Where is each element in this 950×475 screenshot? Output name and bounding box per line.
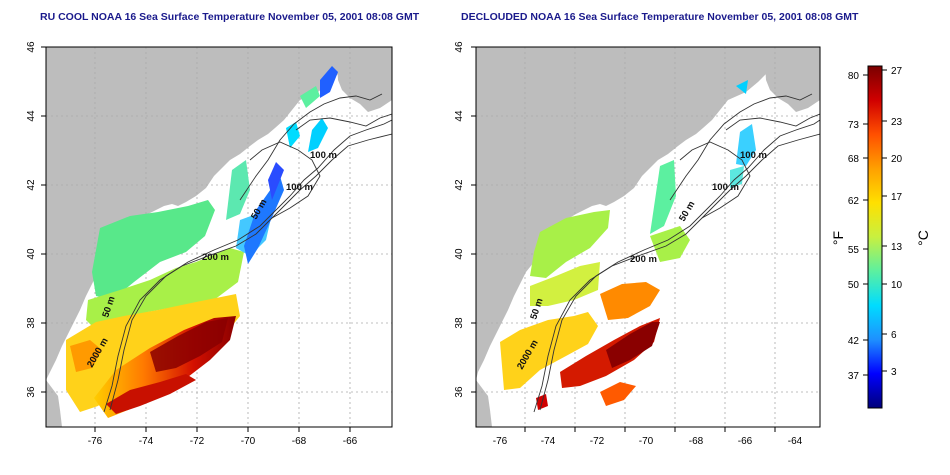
celsius-tick: 20: [891, 154, 903, 165]
y-tick-label: 44: [26, 110, 37, 122]
x-tick-label: -64: [788, 436, 803, 447]
x-tick-label: -74: [541, 436, 556, 447]
x-tick-label: -70: [241, 436, 256, 447]
land-mass: [46, 47, 392, 380]
bathymetry-contours-left: [103, 93, 392, 413]
x-tick-label: -70: [639, 436, 654, 447]
fahrenheit-tick: 50: [848, 280, 860, 291]
right-panel-title: DECLOUDED NOAA 16 Sea Surface Temperatur…: [461, 11, 859, 23]
fahrenheit-tick: 80: [848, 71, 860, 82]
colorbar-gradient: [867, 65, 883, 409]
x-tick-label: -66: [738, 436, 753, 447]
celsius-unit-label: °C: [915, 230, 931, 246]
right-map-panel: 100 m 100 m 50 m 200 m 50 m 2000 m -76 -…: [454, 41, 821, 447]
x-tick-label: -66: [343, 436, 358, 447]
celsius-tick: 27: [891, 66, 903, 77]
contour-label-100m-b: 100 m: [286, 182, 313, 193]
celsius-tick: 6: [891, 330, 897, 341]
celsius-tick: 23: [891, 117, 903, 128]
land-mass: [476, 47, 820, 380]
temperature-colorbar: 80 73 68 62 55 50 42 37 27 23 20 17 13 1…: [830, 65, 931, 409]
y-tick-label: 36: [454, 386, 465, 398]
fahrenheit-tick: 62: [848, 196, 860, 207]
y-tick-label: 44: [454, 110, 465, 122]
contour-label-100m-b: 100 m: [712, 182, 739, 193]
y-tick-label: 36: [26, 386, 37, 398]
celsius-tick: 13: [891, 242, 903, 253]
y-tick-label: 46: [454, 41, 465, 53]
left-map-frame: [45, 46, 393, 428]
x-tick-label: -72: [190, 436, 205, 447]
contour-label-200m: 200 m: [630, 254, 657, 265]
sst-data-left: [66, 66, 338, 418]
fahrenheit-tick: 68: [848, 154, 860, 165]
y-tick-label: 42: [26, 179, 37, 191]
contour-label-100m-a: 100 m: [740, 150, 767, 161]
bathymetry-contours-right: [533, 93, 820, 413]
y-tick-label: 40: [26, 248, 37, 260]
x-tick-label: -74: [139, 436, 154, 447]
fahrenheit-tick: 37: [848, 371, 860, 382]
x-tick-label: -72: [590, 436, 605, 447]
right-map-frame: [475, 46, 821, 428]
contour-label-100m-a: 100 m: [310, 150, 337, 161]
fahrenheit-unit-label: °F: [830, 231, 846, 245]
left-panel-title: RU COOL NOAA 16 Sea Surface Temperature …: [40, 11, 420, 23]
y-tick-label: 38: [26, 317, 37, 329]
y-tick-label: 46: [26, 41, 37, 53]
y-tick-label: 40: [454, 248, 465, 260]
x-tick-label: -76: [88, 436, 103, 447]
x-tick-label: -68: [292, 436, 307, 447]
celsius-tick: 10: [891, 280, 903, 291]
contour-label-200m: 200 m: [202, 252, 229, 263]
y-tick-label: 42: [454, 179, 465, 191]
fahrenheit-tick: 42: [848, 336, 860, 347]
celsius-tick: 3: [891, 367, 897, 378]
left-map-panel: 100 m 100 m 50 m 200 m 50 m 2000 m -76 -…: [26, 41, 393, 447]
celsius-tick: 17: [891, 192, 903, 203]
fahrenheit-tick: 73: [848, 120, 860, 131]
y-tick-label: 38: [454, 317, 465, 329]
x-tick-label: -68: [689, 436, 704, 447]
fahrenheit-tick: 55: [848, 245, 860, 256]
x-tick-label: -76: [493, 436, 508, 447]
